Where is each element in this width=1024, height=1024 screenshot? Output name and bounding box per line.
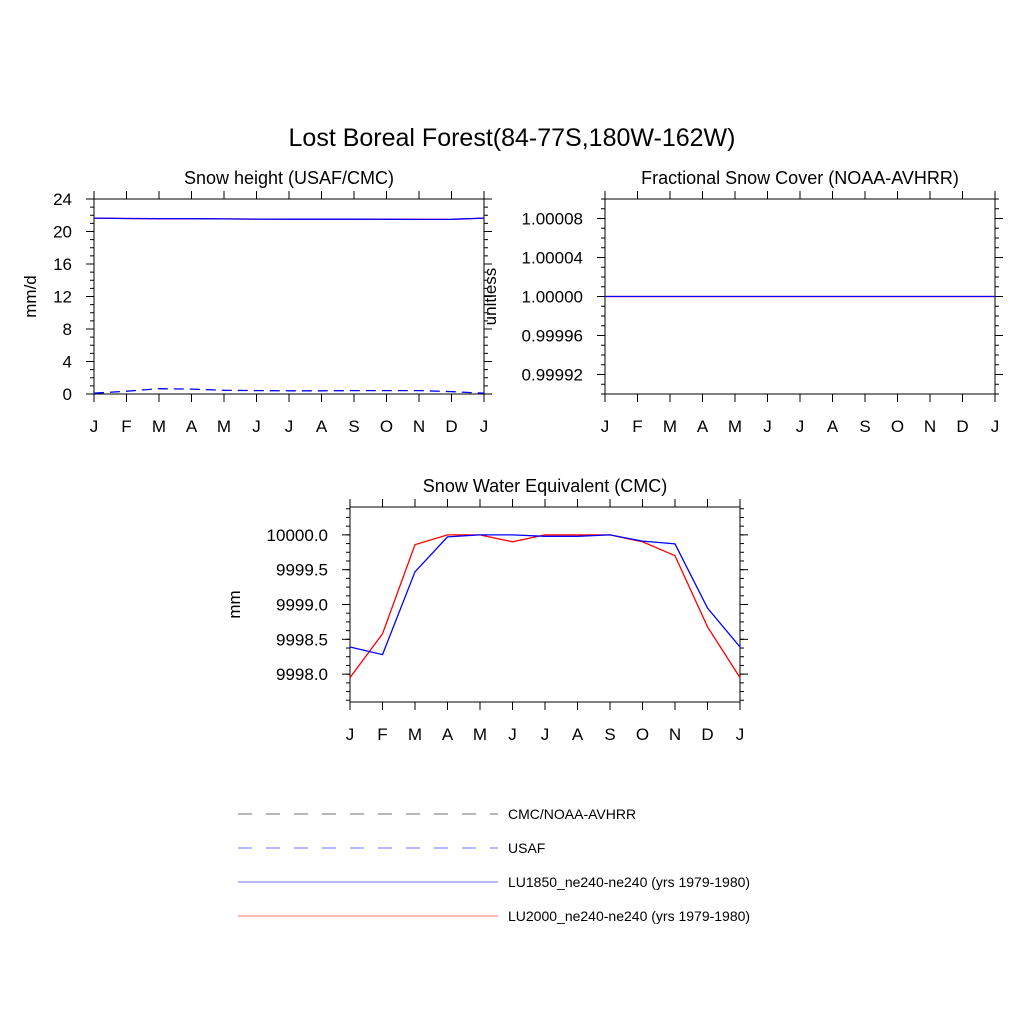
x-tick-label: M [217,417,231,436]
x-tick-label: A [186,417,198,436]
x-tick-label: O [380,417,393,436]
panel-title: Snow Water Equivalent (CMC) [423,476,667,496]
legend-label: LU1850_ne240-ne240 (yrs 1979-1980) [508,874,750,890]
panel-fractional-snow-cover: Fractional Snow Cover (NOAA-AVHRR)J F M A M J… [481,168,1003,436]
x-tick-label: J [480,417,489,436]
x-tick-label: M [152,417,166,436]
y-tick-label: 24 [53,190,72,209]
y-tick-label: 9998.0 [276,665,328,684]
y-tick-label: 9998.5 [276,630,328,649]
x-tick-label: F [121,417,131,436]
x-tick-label: A [827,417,839,436]
x-tick-label: M [663,417,677,436]
x-tick-label: S [859,417,870,436]
x-tick-label: N [924,417,936,436]
x-tick-label: A [316,417,328,436]
y-axis-label: unitless [481,268,500,326]
y-tick-label: 10000.0 [267,526,328,545]
x-tick-label: J [601,417,610,436]
x-tick-label: O [891,417,904,436]
x-tick-label: M [408,725,422,744]
x-tick-label: S [604,725,615,744]
legend-label: USAF [508,840,545,856]
series-line-usaf [93,388,485,394]
y-tick-label: 9999.5 [276,561,328,580]
panel-snow-height: Snow height (USAF/CMC)J F M A M J J A S O N D J04812… [21,168,492,436]
plot-frame [93,198,485,395]
x-tick-label: J [285,417,294,436]
panel-title: Snow height (USAF/CMC) [184,168,394,188]
x-tick-label: J [991,417,1000,436]
x-tick-label: A [697,417,709,436]
y-tick-label: 1.00004 [522,249,583,268]
x-tick-label: F [377,725,387,744]
legend: CMC/NOAA-AVHRR USAF LU1850_ne240-ne240 (yr… [238,806,750,924]
x-tick-label: J [796,417,805,436]
x-tick-label: N [413,417,425,436]
x-tick-label: D [701,725,713,744]
y-tick-label: 0 [63,385,72,404]
x-tick-label: O [636,725,649,744]
x-tick-label: N [669,725,681,744]
x-tick-label: J [763,417,772,436]
x-tick-label: J [346,725,355,744]
x-tick-label: J [252,417,261,436]
y-tick-label: 1.00000 [522,288,583,307]
x-tick-label: M [728,417,742,436]
series-line-lu2000 [349,534,741,678]
x-tick-label: S [348,417,359,436]
y-tick-label: 4 [63,353,72,372]
y-tick-label: 8 [63,320,72,339]
legend-label: CMC/NOAA-AVHRR [508,806,636,822]
y-axis-label: mm/d [21,275,40,318]
series-line-lu1850 [93,217,485,221]
y-tick-label: 16 [53,255,72,274]
x-tick-label: J [508,725,517,744]
y-tick-label: 12 [53,288,72,307]
x-tick-label: D [956,417,968,436]
series-line-lu1850 [349,534,741,656]
y-tick-label: 1.00008 [522,210,583,229]
y-axis-label: mm [225,590,244,618]
x-tick-label: J [736,725,745,744]
x-tick-label: M [473,725,487,744]
y-tick-label: 0.99996 [522,327,583,346]
figure-title: Lost Boreal Forest(84-77S,180W-162W) [289,124,736,152]
panels: Snow height (USAF/CMC)J F M A M J J A S O N D J04812… [21,168,1003,744]
legend-label: LU2000_ne240-ne240 (yrs 1979-1980) [508,908,750,924]
x-tick-label: D [445,417,457,436]
panel-snow-water-equivalent: Snow Water Equivalent (CMC)J F M A M J J A S O N D J… [225,476,748,744]
x-tick-label: A [442,725,454,744]
y-tick-label: 0.99992 [522,366,583,385]
x-tick-label: F [632,417,642,436]
y-tick-label: 9999.0 [276,596,328,615]
x-tick-label: J [90,417,99,436]
x-tick-label: A [572,725,584,744]
y-tick-label: 20 [53,223,72,242]
panel-title: Fractional Snow Cover (NOAA-AVHRR) [641,168,959,188]
x-tick-label: J [541,725,550,744]
